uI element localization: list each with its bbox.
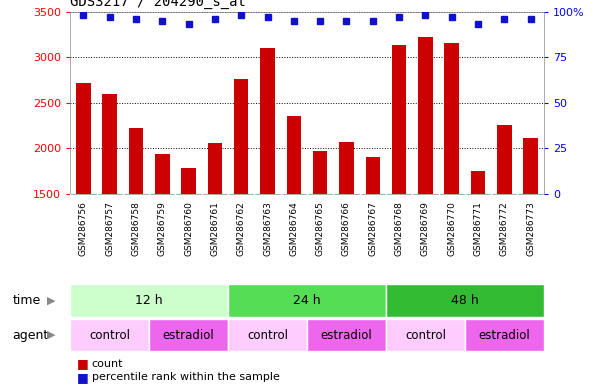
Text: estradiol: estradiol xyxy=(478,329,530,341)
Bar xyxy=(386,319,465,351)
Bar xyxy=(155,154,170,194)
Bar xyxy=(181,168,196,194)
Bar xyxy=(228,319,307,351)
Bar xyxy=(307,319,386,351)
Bar xyxy=(524,138,538,194)
Bar xyxy=(234,79,249,194)
Text: control: control xyxy=(247,329,288,341)
Text: time: time xyxy=(12,294,40,307)
Text: GSM286759: GSM286759 xyxy=(158,201,167,256)
Bar xyxy=(76,83,90,194)
Text: percentile rank within the sample: percentile rank within the sample xyxy=(92,372,279,382)
Text: control: control xyxy=(405,329,446,341)
Bar xyxy=(471,171,485,194)
Text: estradiol: estradiol xyxy=(321,329,372,341)
Text: estradiol: estradiol xyxy=(163,329,214,341)
Bar xyxy=(497,124,511,194)
Bar xyxy=(103,94,117,194)
Bar xyxy=(149,319,228,351)
Text: 48 h: 48 h xyxy=(451,294,479,307)
Text: GDS3217 / 204290_s_at: GDS3217 / 204290_s_at xyxy=(70,0,246,9)
Text: GSM286760: GSM286760 xyxy=(184,201,193,256)
Text: GSM286761: GSM286761 xyxy=(210,201,219,256)
Bar xyxy=(228,284,386,317)
Bar xyxy=(287,116,301,194)
Text: 24 h: 24 h xyxy=(293,294,321,307)
Text: count: count xyxy=(92,359,123,369)
Bar xyxy=(392,45,406,194)
Bar xyxy=(70,284,228,317)
Text: GSM286772: GSM286772 xyxy=(500,201,509,256)
Text: ■: ■ xyxy=(76,371,88,384)
Text: GSM286766: GSM286766 xyxy=(342,201,351,256)
Text: GSM286757: GSM286757 xyxy=(105,201,114,256)
Text: GSM286768: GSM286768 xyxy=(395,201,404,256)
Text: GSM286762: GSM286762 xyxy=(236,201,246,256)
Text: GSM286763: GSM286763 xyxy=(263,201,272,256)
Bar xyxy=(129,128,143,194)
Text: 12 h: 12 h xyxy=(136,294,163,307)
Text: GSM286765: GSM286765 xyxy=(316,201,324,256)
Text: GSM286771: GSM286771 xyxy=(474,201,483,256)
Text: ■: ■ xyxy=(76,358,88,371)
Bar xyxy=(465,319,544,351)
Bar xyxy=(313,151,327,194)
Bar xyxy=(260,48,275,194)
Bar xyxy=(444,43,459,194)
Text: ▶: ▶ xyxy=(47,295,56,306)
Bar xyxy=(339,142,354,194)
Bar xyxy=(418,37,433,194)
Text: GSM286764: GSM286764 xyxy=(290,201,298,256)
Text: GSM286769: GSM286769 xyxy=(421,201,430,256)
Text: GSM286758: GSM286758 xyxy=(131,201,141,256)
Text: GSM286756: GSM286756 xyxy=(79,201,88,256)
Bar xyxy=(208,143,222,194)
Bar xyxy=(386,284,544,317)
Text: control: control xyxy=(89,329,130,341)
Bar xyxy=(70,319,149,351)
Text: ▶: ▶ xyxy=(47,330,56,340)
Text: GSM286767: GSM286767 xyxy=(368,201,378,256)
Text: agent: agent xyxy=(12,329,48,341)
Text: GSM286770: GSM286770 xyxy=(447,201,456,256)
Bar xyxy=(365,157,380,194)
Text: GSM286773: GSM286773 xyxy=(526,201,535,256)
